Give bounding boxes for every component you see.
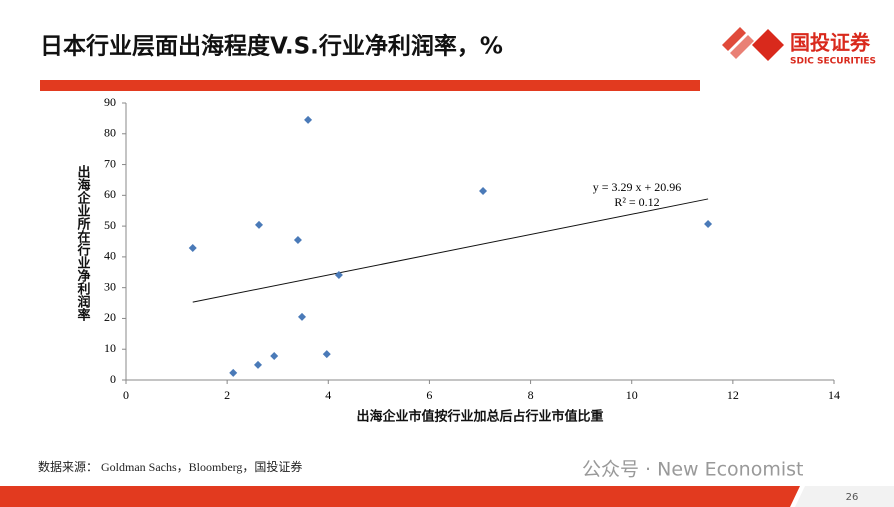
point bbox=[704, 219, 713, 228]
x-tick-label: 6 bbox=[426, 388, 432, 402]
title: 日本行业层面出海程度V.S.行业净利润率，% bbox=[40, 33, 503, 60]
footer-band-gray bbox=[795, 486, 894, 507]
y-tick-label: 30 bbox=[104, 279, 116, 293]
logo-english: SDIC SECURITIES bbox=[790, 57, 876, 67]
point bbox=[229, 368, 238, 377]
logo-mark bbox=[722, 27, 784, 61]
point bbox=[297, 312, 306, 321]
point bbox=[322, 350, 331, 359]
point bbox=[479, 187, 488, 196]
x-tick-label: 4 bbox=[325, 388, 331, 402]
point bbox=[304, 115, 313, 124]
point bbox=[253, 360, 262, 369]
x-tick-label: 8 bbox=[528, 388, 534, 402]
trendline bbox=[192, 198, 709, 303]
trendline-label: y = 3.29 x + 20.96 bbox=[593, 180, 682, 194]
watermark: 公众号 · New Economist bbox=[582, 459, 803, 481]
source: 数据来源： Goldman Sachs，Bloomberg，国投证券 bbox=[38, 459, 302, 474]
y-tick-label: 40 bbox=[104, 249, 116, 263]
x-tick-label: 14 bbox=[828, 388, 840, 402]
header-bar bbox=[40, 80, 700, 91]
x-tick-label: 0 bbox=[123, 388, 129, 402]
point bbox=[293, 235, 302, 244]
x-tick-label: 2 bbox=[224, 388, 230, 402]
point bbox=[255, 220, 264, 229]
point bbox=[270, 351, 279, 360]
y-tick-label: 60 bbox=[104, 187, 116, 201]
point bbox=[334, 271, 343, 280]
y-tick-label: 50 bbox=[104, 218, 116, 232]
y-tick-label: 0 bbox=[110, 372, 116, 386]
y-tick-label: 90 bbox=[104, 95, 116, 109]
y-tick-label: 10 bbox=[104, 341, 116, 355]
y-tick-label: 70 bbox=[104, 156, 116, 170]
logo-name: 国投证券 bbox=[790, 31, 871, 55]
page-number: 26 bbox=[846, 492, 859, 503]
x-tick-label: 12 bbox=[727, 388, 739, 402]
point bbox=[188, 243, 197, 252]
y-tick-label: 20 bbox=[104, 310, 116, 324]
footer-band bbox=[0, 486, 800, 507]
trendline-label: R² = 0.12 bbox=[614, 195, 659, 209]
x-axis-label: 出海企业市值按行业加总后占行业市值比重 bbox=[356, 409, 603, 425]
x-tick-label: 10 bbox=[626, 388, 638, 402]
y-tick-label: 80 bbox=[104, 126, 116, 140]
y-axis-label: 出海企业所在行业净利润率 bbox=[75, 164, 92, 322]
